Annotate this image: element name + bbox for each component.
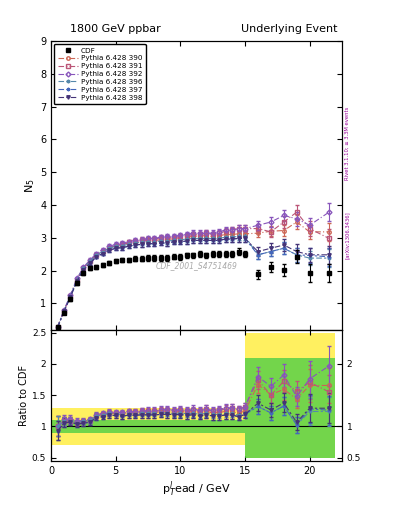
Legend: CDF, Pythia 6.428 390, Pythia 6.428 391, Pythia 6.428 392, Pythia 6.428 396, Pyt: CDF, Pythia 6.428 390, Pythia 6.428 391,… (54, 44, 146, 104)
Text: Rivet 3.1.10; ≥ 3.3M events: Rivet 3.1.10; ≥ 3.3M events (345, 106, 350, 180)
Text: 1800 GeV ppbar: 1800 GeV ppbar (70, 24, 160, 34)
X-axis label: p$_T^l$ead / GeV: p$_T^l$ead / GeV (162, 480, 231, 499)
Y-axis label: N$_5$: N$_5$ (24, 178, 37, 193)
Y-axis label: Ratio to CDF: Ratio to CDF (19, 365, 29, 426)
Text: Underlying Event: Underlying Event (241, 24, 338, 34)
Text: [arXiv:1306.3436]: [arXiv:1306.3436] (345, 211, 350, 260)
Text: CDF_2001_S4751469: CDF_2001_S4751469 (156, 262, 237, 271)
